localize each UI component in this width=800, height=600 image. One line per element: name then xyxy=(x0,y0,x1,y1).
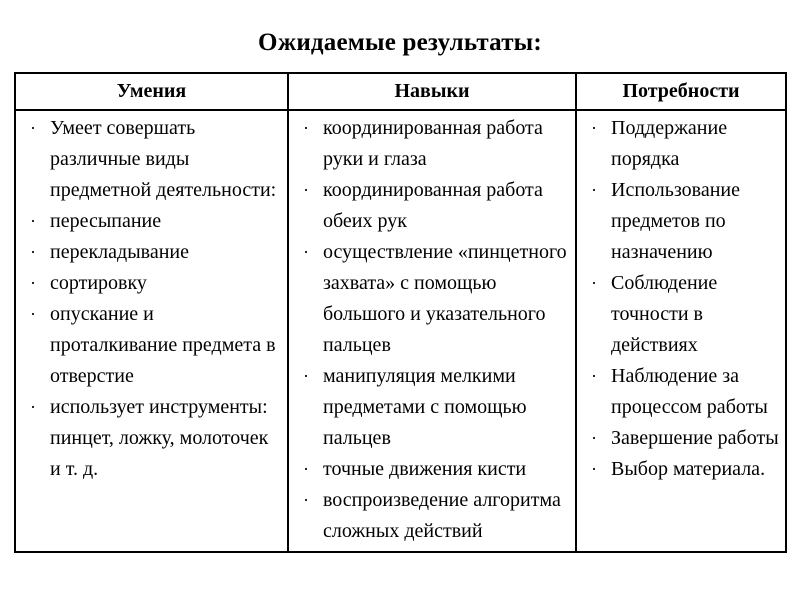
bullet-dot: · xyxy=(303,180,309,200)
list-item-text: точные движения кисти xyxy=(323,458,527,480)
list-item-text: Наблюдение за процессом работы xyxy=(611,365,768,418)
bullet-dot: · xyxy=(303,459,309,479)
column-header-umeniya: Умения xyxy=(14,72,289,111)
list-item: · воспроизведение алгоритма сложных дейс… xyxy=(289,485,570,547)
cell-navyki: · координированная работа руки и глаза ·… xyxy=(287,109,577,553)
bullet-dot: · xyxy=(591,118,597,138)
list-item: · Завершение работы xyxy=(577,423,780,454)
table-row: · Умеет совершать различные виды предмет… xyxy=(14,109,787,553)
list-item-text: опускание и проталкивание предмета в отв… xyxy=(50,303,276,387)
list-item-text: перекладывание xyxy=(50,241,189,263)
list-item: · координированная работа руки и глаза xyxy=(289,113,570,175)
list-item-text: сортировку xyxy=(50,272,147,294)
bullet-dot: · xyxy=(30,242,36,262)
bullet-dot: · xyxy=(30,397,36,417)
bullet-dot: · xyxy=(303,490,309,510)
list-item: · опускание и проталкивание предмета в о… xyxy=(16,299,282,392)
bullet-dot: · xyxy=(30,273,36,293)
column-header-navyki: Навыки xyxy=(287,72,577,111)
list-item-text: Умеет совершать различные виды предметно… xyxy=(50,117,277,201)
bullet-dot: · xyxy=(30,304,36,324)
list-item: · Соблюдение точности в действиях xyxy=(577,268,780,361)
list-item-text: Завершение работы xyxy=(611,427,779,449)
list-item: · сортировку xyxy=(16,268,282,299)
cell-umeniya: · Умеет совершать различные виды предмет… xyxy=(14,109,289,553)
list-item-text: манипуляция мелкими предметами с помощью… xyxy=(323,365,527,449)
list-item-text: Соблюдение точности в действиях xyxy=(611,272,718,356)
bullet-dot: · xyxy=(303,366,309,386)
bullet-dot: · xyxy=(591,180,597,200)
list-item: · перекладывание xyxy=(16,237,282,268)
bullet-dot: · xyxy=(591,459,597,479)
list-item: · осуществление «пинцетного захвата» с п… xyxy=(289,237,570,361)
list-item-text: воспроизведение алгоритма сложных действ… xyxy=(323,489,561,542)
column-header-potrebnosti: Потребности xyxy=(575,72,787,111)
list-item: · Наблюдение за процессом работы xyxy=(577,361,780,423)
bullet-dot: · xyxy=(30,118,36,138)
list-item: · манипуляция мелкими предметами с помощ… xyxy=(289,361,570,454)
list-item-text: осуществление «пинцетного захвата» с пом… xyxy=(323,241,567,356)
bullet-dot: · xyxy=(591,366,597,386)
list-item-text: Выбор материала. xyxy=(611,458,766,480)
list-item: · Умеет совершать различные виды предмет… xyxy=(16,113,282,206)
list-item: · Выбор материала. xyxy=(577,454,780,485)
list-item: · использует инструменты: пинцет, ложку,… xyxy=(16,392,282,485)
list-item: · точные движения кисти xyxy=(289,454,570,485)
list-item: · Поддержание порядка xyxy=(577,113,780,175)
list-item-text: Использование предметов по назначению xyxy=(611,179,740,263)
results-table-header: Умения Навыки Потребности xyxy=(14,72,787,111)
list-item-text: Поддержание порядка xyxy=(611,117,728,170)
cell-potrebnosti: · Поддержание порядка · Использование пр… xyxy=(575,109,787,553)
list-item: · координированная работа обеих рук xyxy=(289,175,570,237)
bullet-dot: · xyxy=(303,118,309,138)
list-item-text: координированная работа руки и глаза xyxy=(323,117,543,170)
bullet-dot: · xyxy=(30,211,36,231)
results-table: Умения Навыки Потребности · Умеет соверш… xyxy=(14,72,787,553)
bullet-dot: · xyxy=(591,428,597,448)
bullet-dot: · xyxy=(591,273,597,293)
list-item: · пересыпание xyxy=(16,206,282,237)
list-item-text: использует инструменты: пинцет, ложку, м… xyxy=(50,396,269,480)
bullet-dot: · xyxy=(303,242,309,262)
list-item: · Использование предметов по назначению xyxy=(577,175,780,268)
list-item-text: координированная работа обеих рук xyxy=(323,179,543,232)
list-item-text: пересыпание xyxy=(50,210,162,232)
page-title: Ожидаемые результаты: xyxy=(258,29,542,56)
